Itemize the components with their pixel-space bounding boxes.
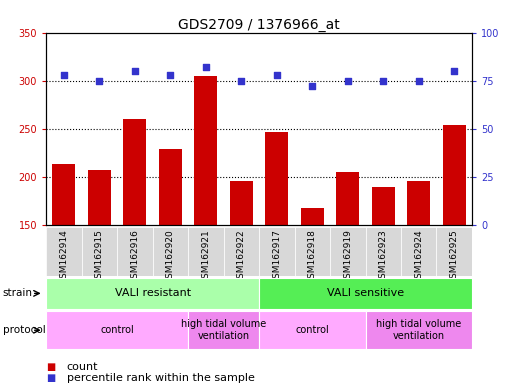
Text: GSM162925: GSM162925 [450, 229, 459, 284]
Text: high tidal volume
ventilation: high tidal volume ventilation [181, 319, 266, 341]
Point [95, 78, 104, 84]
Bar [265, 132, 288, 369]
Bar [46, 227, 82, 276]
Point [379, 78, 387, 84]
Bar [330, 227, 365, 276]
Bar [188, 227, 224, 276]
Text: strain: strain [3, 288, 32, 298]
Text: GSM162916: GSM162916 [130, 229, 140, 284]
Bar [259, 227, 294, 276]
Bar [407, 182, 430, 369]
Text: GSM162921: GSM162921 [201, 229, 210, 284]
Bar [443, 125, 466, 369]
Bar [365, 227, 401, 276]
Bar [117, 227, 152, 276]
Text: GSM162915: GSM162915 [95, 229, 104, 284]
Point [308, 83, 317, 89]
Point [344, 78, 352, 84]
Text: VALI resistant: VALI resistant [114, 288, 191, 298]
Point [166, 72, 174, 78]
Text: GSM162922: GSM162922 [237, 229, 246, 284]
Text: control: control [100, 325, 134, 335]
Bar [224, 227, 259, 276]
Bar [259, 311, 365, 349]
Bar [46, 311, 188, 349]
Text: GSM162918: GSM162918 [308, 229, 317, 284]
Point [202, 64, 210, 70]
Title: GDS2709 / 1376966_at: GDS2709 / 1376966_at [178, 18, 340, 31]
Text: protocol: protocol [3, 325, 45, 335]
Bar [188, 311, 259, 349]
Bar [194, 76, 218, 369]
Point [273, 72, 281, 78]
Bar [294, 227, 330, 276]
Text: ■: ■ [46, 373, 55, 383]
Bar [88, 170, 111, 369]
Point [60, 72, 68, 78]
Bar [159, 149, 182, 369]
Text: GSM162919: GSM162919 [343, 229, 352, 284]
Bar [52, 164, 75, 369]
Bar [82, 227, 117, 276]
Text: VALI sensitive: VALI sensitive [327, 288, 404, 298]
Bar [336, 172, 359, 369]
Bar [230, 182, 253, 369]
Text: GSM162917: GSM162917 [272, 229, 281, 284]
Bar [123, 119, 146, 369]
Point [415, 78, 423, 84]
Point [237, 78, 245, 84]
Text: GSM162920: GSM162920 [166, 229, 175, 284]
Text: GSM162914: GSM162914 [60, 229, 68, 284]
Bar [152, 227, 188, 276]
Text: high tidal volume
ventilation: high tidal volume ventilation [376, 319, 461, 341]
Bar [437, 227, 472, 276]
Text: GSM162924: GSM162924 [414, 229, 423, 284]
Text: percentile rank within the sample: percentile rank within the sample [67, 373, 254, 383]
Point [131, 68, 139, 74]
Text: ■: ■ [46, 362, 55, 372]
Bar [365, 311, 472, 349]
Text: GSM162923: GSM162923 [379, 229, 388, 284]
Bar [46, 278, 259, 309]
Bar [401, 227, 437, 276]
Bar [259, 278, 472, 309]
Point [450, 68, 458, 74]
Bar [372, 187, 395, 369]
Text: control: control [295, 325, 329, 335]
Bar [301, 209, 324, 369]
Text: count: count [67, 362, 98, 372]
